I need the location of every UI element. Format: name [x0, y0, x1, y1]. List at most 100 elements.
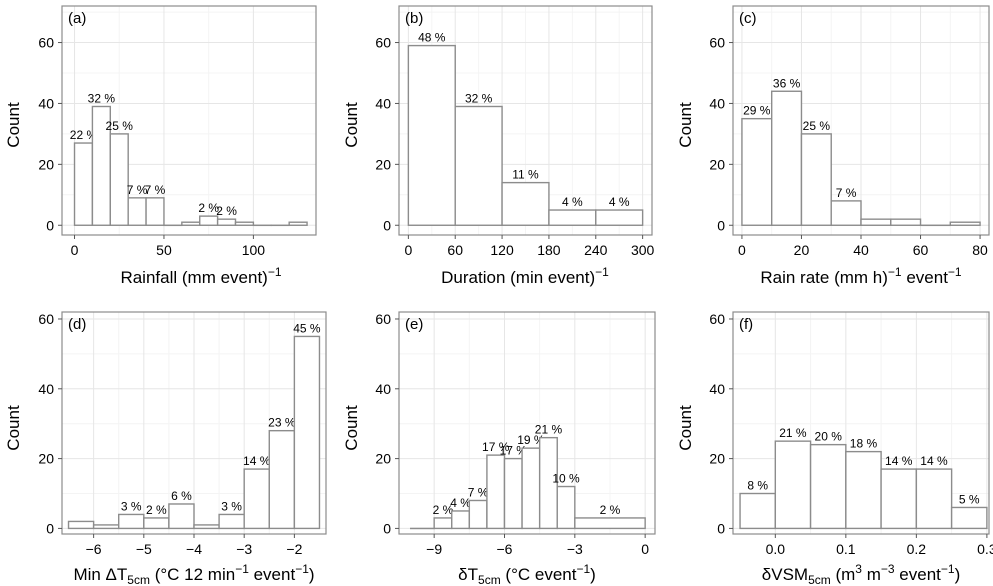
- x-tick-label: 20: [794, 242, 810, 258]
- bar-percent-label: 19 %: [517, 433, 545, 447]
- histogram-bar: [145, 197, 165, 226]
- x-tick-label: −2: [286, 541, 302, 557]
- histogram-bar: [880, 468, 918, 530]
- y-tick-label: 0: [383, 520, 391, 536]
- bar-percent-label: 32 %: [88, 91, 116, 105]
- y-axis-label: Count: [342, 102, 361, 148]
- histogram-bar: [915, 468, 953, 530]
- histogram-bar: [199, 215, 219, 226]
- x-tick-label: 60: [447, 242, 463, 258]
- histogram-bar: [451, 510, 471, 530]
- bar-percent-label: 22 %: [70, 128, 98, 142]
- histogram-bar: [454, 105, 503, 226]
- bar-percent-label: 2 %: [433, 503, 454, 517]
- histogram-bar: [243, 468, 270, 530]
- bar-percent-label: 25 %: [803, 119, 831, 133]
- y-tick-label: 60: [375, 311, 391, 327]
- bar-percent-label: 21 %: [535, 423, 563, 437]
- histogram-bar: [486, 454, 506, 530]
- x-tick-label: −6: [86, 541, 102, 557]
- x-axis-label: Rain rate (mm h)−1 event−1: [760, 265, 962, 287]
- bar-percent-label: 7 %: [836, 186, 857, 200]
- histogram-bar: [800, 133, 832, 226]
- histogram-bar: [809, 443, 847, 530]
- x-tick-label: 0: [404, 242, 412, 258]
- histogram-bar: [770, 90, 803, 226]
- histogram-bar: [845, 450, 882, 530]
- bar-percent-label: 32 %: [465, 91, 493, 105]
- bar-percent-label: 11 %: [512, 168, 539, 182]
- bar-percent-label: 36 %: [773, 76, 801, 90]
- x-tick-label: 0.3: [977, 541, 993, 557]
- histogram-bar: [268, 429, 296, 530]
- panel-border: [732, 311, 990, 535]
- x-tick-label: 40: [853, 242, 869, 258]
- bar-percent-label: 3 %: [121, 499, 142, 513]
- bar-percent-label: 23 %: [268, 416, 296, 430]
- x-tick-label: −5: [136, 541, 152, 557]
- histogram-bar: [890, 218, 922, 226]
- bar-percent-label: 7 %: [468, 485, 489, 499]
- bar-percent-label: 29 %: [743, 104, 771, 118]
- x-tick-label: 180: [537, 242, 561, 258]
- x-tick-label: −3: [236, 541, 252, 557]
- x-tick-label: −4: [186, 541, 202, 557]
- bar-percent-label: 5 %: [959, 492, 980, 506]
- histogram-bar: [181, 221, 201, 226]
- y-tick-label: 40: [709, 95, 725, 111]
- x-tick-label: −9: [426, 541, 442, 557]
- bar-percent-label: 25 %: [106, 119, 134, 133]
- y-axis-label: Count: [4, 102, 23, 148]
- histogram-bar: [950, 506, 988, 530]
- histogram-bar: [288, 221, 308, 226]
- y-tick-label: 40: [375, 381, 391, 397]
- bar-percent-label: 7 %: [127, 183, 148, 197]
- panel-border: [398, 311, 656, 535]
- y-tick-label: 60: [38, 311, 54, 327]
- histogram-bar: [67, 520, 95, 530]
- histogram-bar: [293, 335, 321, 530]
- panel-2: 29 %36 % 25 % 7 % (c) 0 20 40 60 0 20 40 60 80 Count R…: [676, 5, 990, 287]
- histogram-bar: [92, 524, 120, 530]
- histogram-bar: [741, 117, 773, 226]
- bar-percent-label: 14 %: [243, 454, 271, 468]
- histogram-bar: [118, 513, 145, 530]
- y-axis-label: Count: [4, 405, 23, 451]
- y-axis-label: Count: [676, 102, 695, 148]
- x-axis-label: Duration (min event)−1: [441, 265, 609, 287]
- histogram-bar: [860, 218, 892, 226]
- histogram-bar: [548, 209, 597, 226]
- y-tick-label: 20: [38, 451, 54, 467]
- bar-percent-label: 2 %: [216, 204, 237, 218]
- histogram-bar: [216, 218, 237, 226]
- histogram-bar: [538, 436, 558, 530]
- y-tick-label: 20: [709, 451, 725, 467]
- histogram-bar: [574, 517, 646, 530]
- panel-tag: (e): [405, 316, 423, 333]
- histogram-bar: [774, 440, 812, 530]
- histogram-bar: [468, 499, 488, 530]
- y-tick-label: 20: [709, 156, 725, 172]
- histogram-bar: [556, 485, 576, 530]
- bar-percent-label: 45 %: [293, 321, 321, 335]
- histogram-bar: [109, 133, 129, 226]
- x-tick-label: 300: [631, 242, 655, 258]
- panel-border: [398, 5, 653, 236]
- histogram-bar: [193, 524, 220, 530]
- x-tick-label: 0.0: [766, 541, 786, 557]
- x-tick-label: 60: [913, 242, 929, 258]
- x-tick-label: 0: [738, 242, 746, 258]
- y-tick-label: 40: [38, 95, 54, 111]
- x-tick-label: 80: [972, 242, 988, 258]
- bar-percent-label: 4 %: [609, 195, 630, 209]
- y-tick-label: 60: [709, 311, 725, 327]
- bar-percent-label: 21 %: [779, 426, 807, 440]
- histogram-bar: [521, 447, 541, 530]
- y-tick-label: 40: [38, 381, 54, 397]
- bar-percent-label: 14 %: [885, 454, 913, 468]
- bar-percent-label: 18 %: [850, 437, 878, 451]
- histogram-bar: [433, 517, 453, 530]
- panel-5: 8 % 21 % 20 % 18 % 14 % 14 % 5 % (f) 0 20 40 60 0.0 0…: [676, 311, 993, 586]
- x-tick-label: 0.2: [907, 541, 927, 557]
